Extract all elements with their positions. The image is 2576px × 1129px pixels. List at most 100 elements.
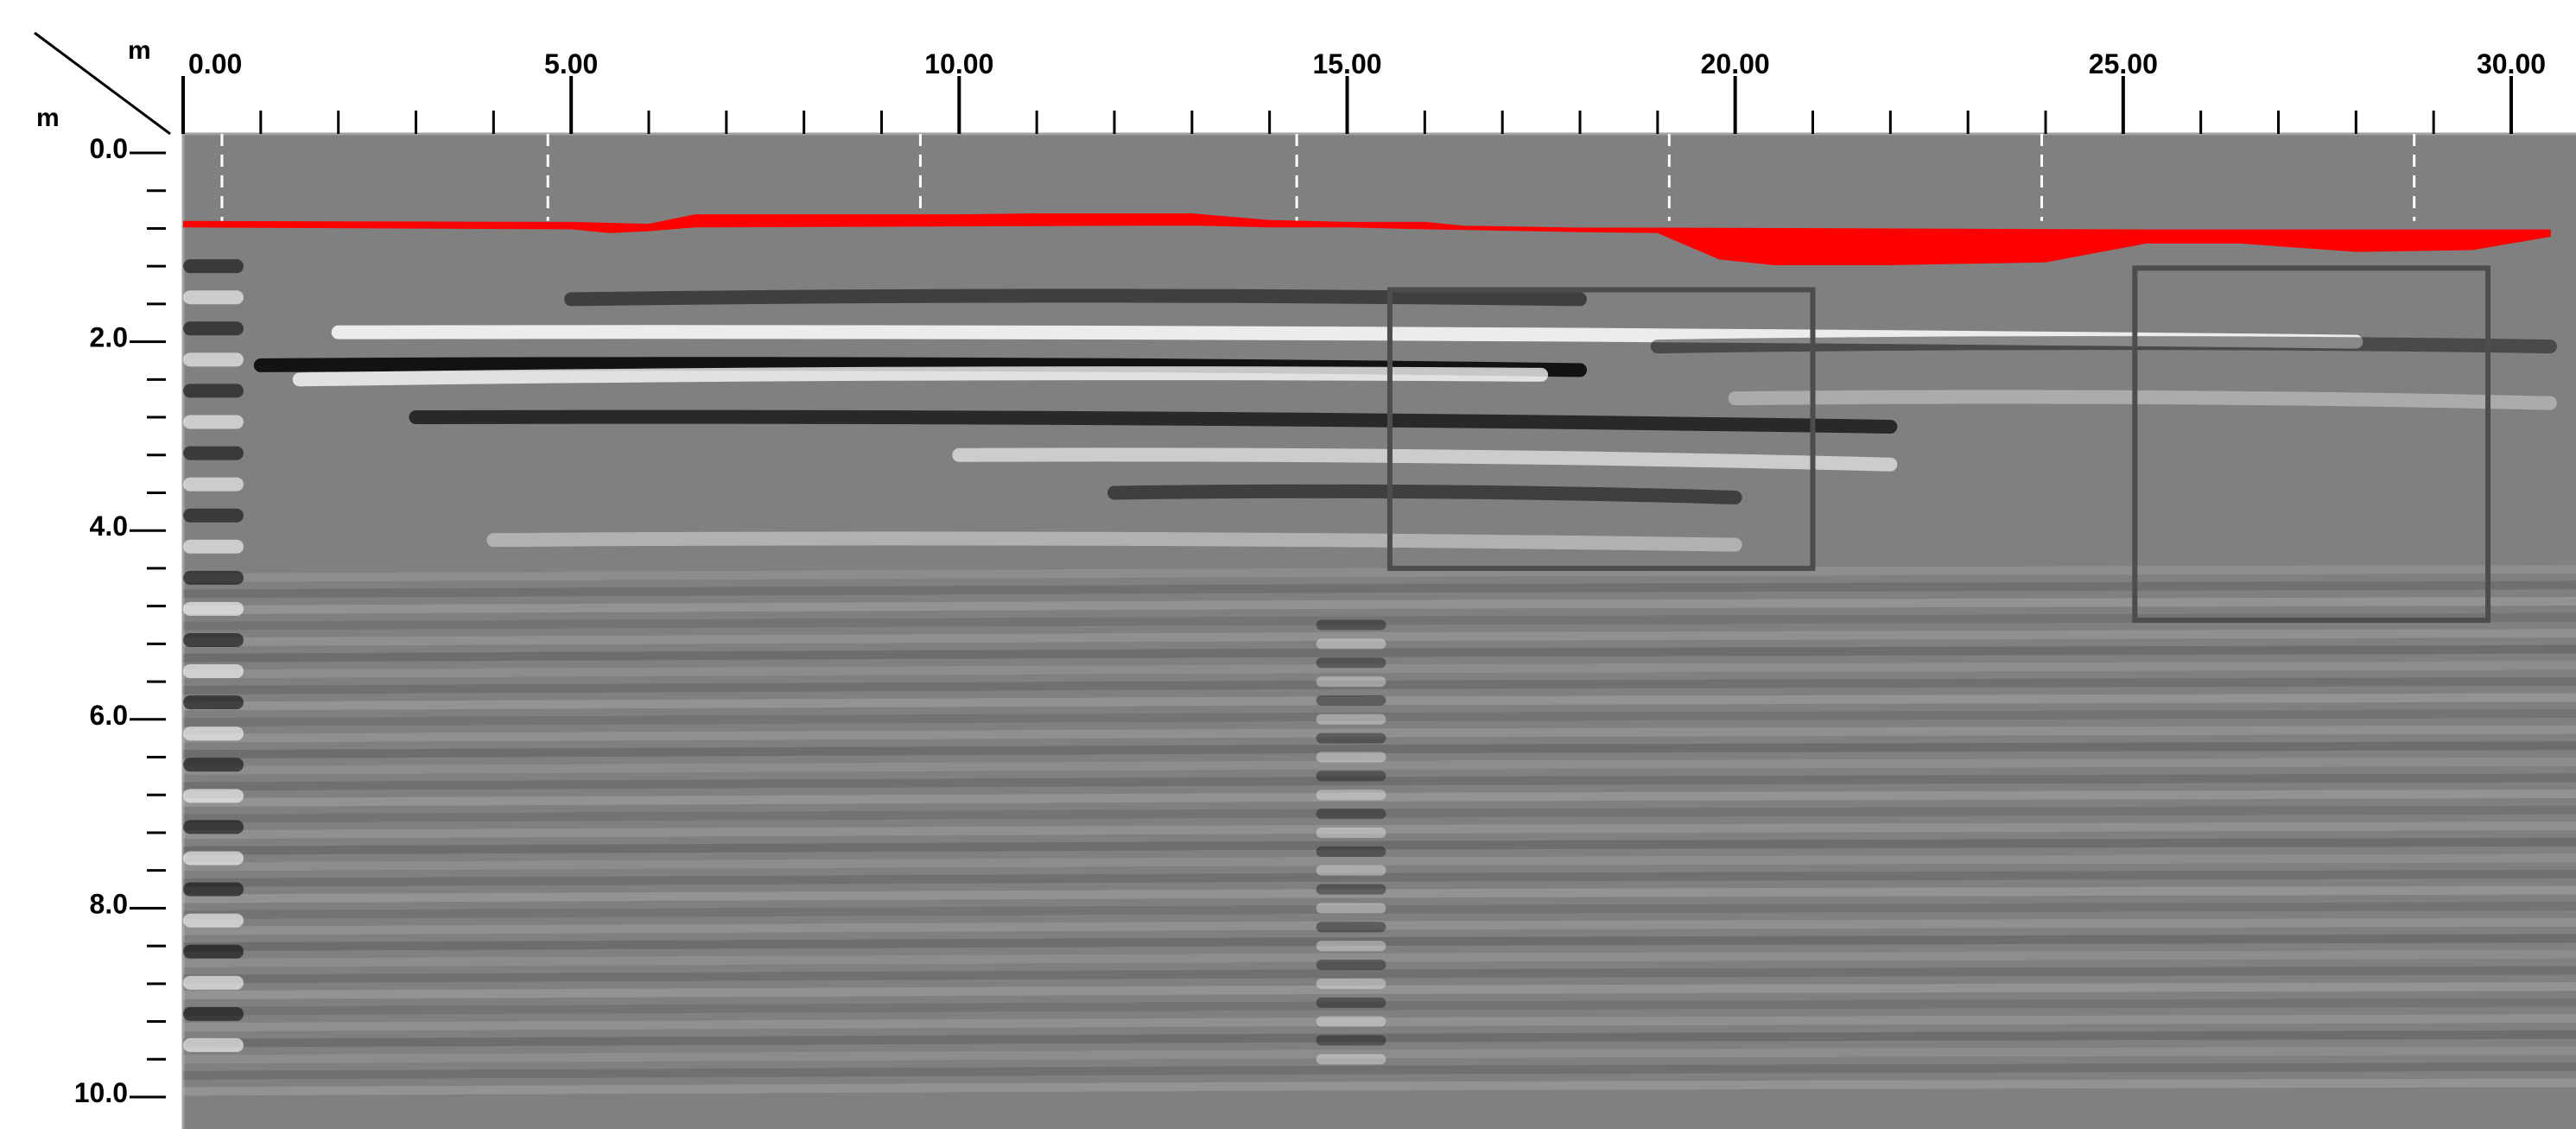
deep-texture-band	[183, 902, 2576, 920]
deep-texture-band	[183, 773, 2576, 791]
deep-texture-band	[183, 597, 2576, 615]
edge-reflection	[183, 259, 244, 274]
reflector-band	[564, 289, 1587, 307]
deep-texture-band	[183, 949, 2576, 967]
deep-texture-band	[183, 725, 2576, 743]
edge-reflection	[183, 944, 244, 959]
deep-texture-band	[183, 998, 2576, 1016]
seam-reflection	[1316, 978, 1386, 989]
seam-reflection	[1316, 695, 1386, 706]
seam-reflection	[1316, 771, 1386, 782]
seam-reflection	[1316, 846, 1386, 857]
reflector-band	[1728, 390, 2557, 410]
edge-reflection	[183, 290, 244, 305]
edge-reflection	[183, 975, 244, 990]
edge-reflection	[183, 601, 244, 616]
deep-texture-band	[183, 934, 2576, 952]
edge-reflection	[183, 321, 244, 336]
edge-reflection	[183, 913, 244, 928]
radargram-reflectors	[183, 259, 2576, 1096]
edge-reflection	[183, 384, 244, 398]
edge-reflection	[183, 695, 244, 710]
deep-texture-band	[183, 676, 2576, 695]
deep-texture-band	[183, 709, 2576, 727]
seam-reflection	[1316, 1035, 1386, 1046]
deep-texture-band	[183, 821, 2576, 840]
x-tick-label: 0.00	[188, 48, 242, 79]
deep-texture-band	[183, 564, 2576, 582]
edge-reflection	[183, 508, 244, 523]
deep-texture-band	[183, 869, 2576, 887]
deep-texture-band	[183, 966, 2576, 984]
deep-texture-band	[183, 1078, 2576, 1096]
y-tick-label: 0.0	[90, 133, 128, 164]
deep-texture-band	[183, 885, 2576, 904]
seam-reflection	[1316, 865, 1386, 876]
x-tick-label: 30.00	[2477, 48, 2546, 79]
edge-reflection	[183, 1006, 244, 1021]
y-tick-label: 8.0	[90, 888, 128, 919]
edge-reflection	[183, 882, 244, 897]
edge-reflection	[183, 726, 244, 741]
seam-reflection	[1316, 997, 1386, 1008]
deep-texture-band	[183, 981, 2576, 999]
deep-texture-band	[183, 837, 2576, 855]
anomaly-box	[2132, 265, 2491, 624]
x-tick-label: 5.00	[544, 48, 598, 79]
seam-reflection	[1316, 827, 1386, 838]
deep-texture-band	[183, 644, 2576, 663]
seam-reflection	[1316, 809, 1386, 820]
seam-reflection	[1316, 638, 1386, 650]
y-tick-label: 10.0	[74, 1077, 128, 1108]
seam-reflection	[1316, 714, 1386, 725]
y-tick-label: 4.0	[90, 511, 128, 542]
edge-reflection	[183, 1037, 244, 1052]
deep-texture-band	[183, 1030, 2576, 1048]
deep-texture-band	[183, 853, 2576, 872]
edge-reflection	[183, 789, 244, 803]
reflector-band	[409, 409, 1898, 434]
x-tick-label: 10.00	[924, 48, 993, 79]
deep-texture-band	[183, 1014, 2576, 1032]
deep-texture-band	[183, 661, 2576, 679]
anomaly-boxes	[1386, 265, 2491, 624]
edge-reflection	[183, 664, 244, 679]
seam-reflection	[1316, 657, 1386, 669]
anomaly-box	[1386, 287, 1816, 571]
seam-reflection	[1316, 959, 1386, 970]
edge-reflection	[183, 352, 244, 367]
seam-reflection	[1316, 752, 1386, 763]
edge-reflection	[183, 415, 244, 429]
deep-texture-band	[183, 917, 2576, 936]
reflector-band	[952, 447, 1898, 472]
deep-texture-band	[183, 757, 2576, 775]
deep-texture-band	[183, 1062, 2576, 1080]
seam-reflection	[1316, 903, 1386, 914]
edge-reflection	[183, 758, 244, 772]
y-unit-label: m	[36, 104, 60, 132]
deep-texture-band	[183, 629, 2576, 647]
deep-texture-band	[183, 580, 2576, 599]
deep-texture-band	[183, 741, 2576, 759]
y-tick-label: 2.0	[90, 322, 128, 353]
deep-texture-band	[183, 789, 2576, 807]
y-tick-label: 6.0	[90, 700, 128, 731]
reflector-band	[331, 325, 2363, 349]
reflector-band	[1650, 336, 2557, 354]
deep-texture-band	[183, 693, 2576, 711]
x-axis-ticks: 0.00 5.00 10.00 15.00 20.00 25.00 30.00	[181, 48, 2546, 134]
seam-reflection	[1316, 733, 1386, 744]
reflector-band	[1107, 484, 1742, 504]
deep-texture-band	[183, 805, 2576, 823]
seam-reflection	[1316, 676, 1386, 688]
seam-reflection	[1316, 884, 1386, 895]
seam-reflection	[1316, 941, 1386, 952]
edge-reflection	[183, 820, 244, 834]
x-tick-label: 15.00	[1312, 48, 1381, 79]
axes: m m	[34, 31, 171, 136]
edge-reflection	[183, 539, 244, 554]
reflector-band	[292, 366, 1549, 387]
seam-reflection	[1316, 922, 1386, 933]
interface-layer	[183, 213, 2551, 265]
seam-reflection	[1316, 619, 1386, 631]
